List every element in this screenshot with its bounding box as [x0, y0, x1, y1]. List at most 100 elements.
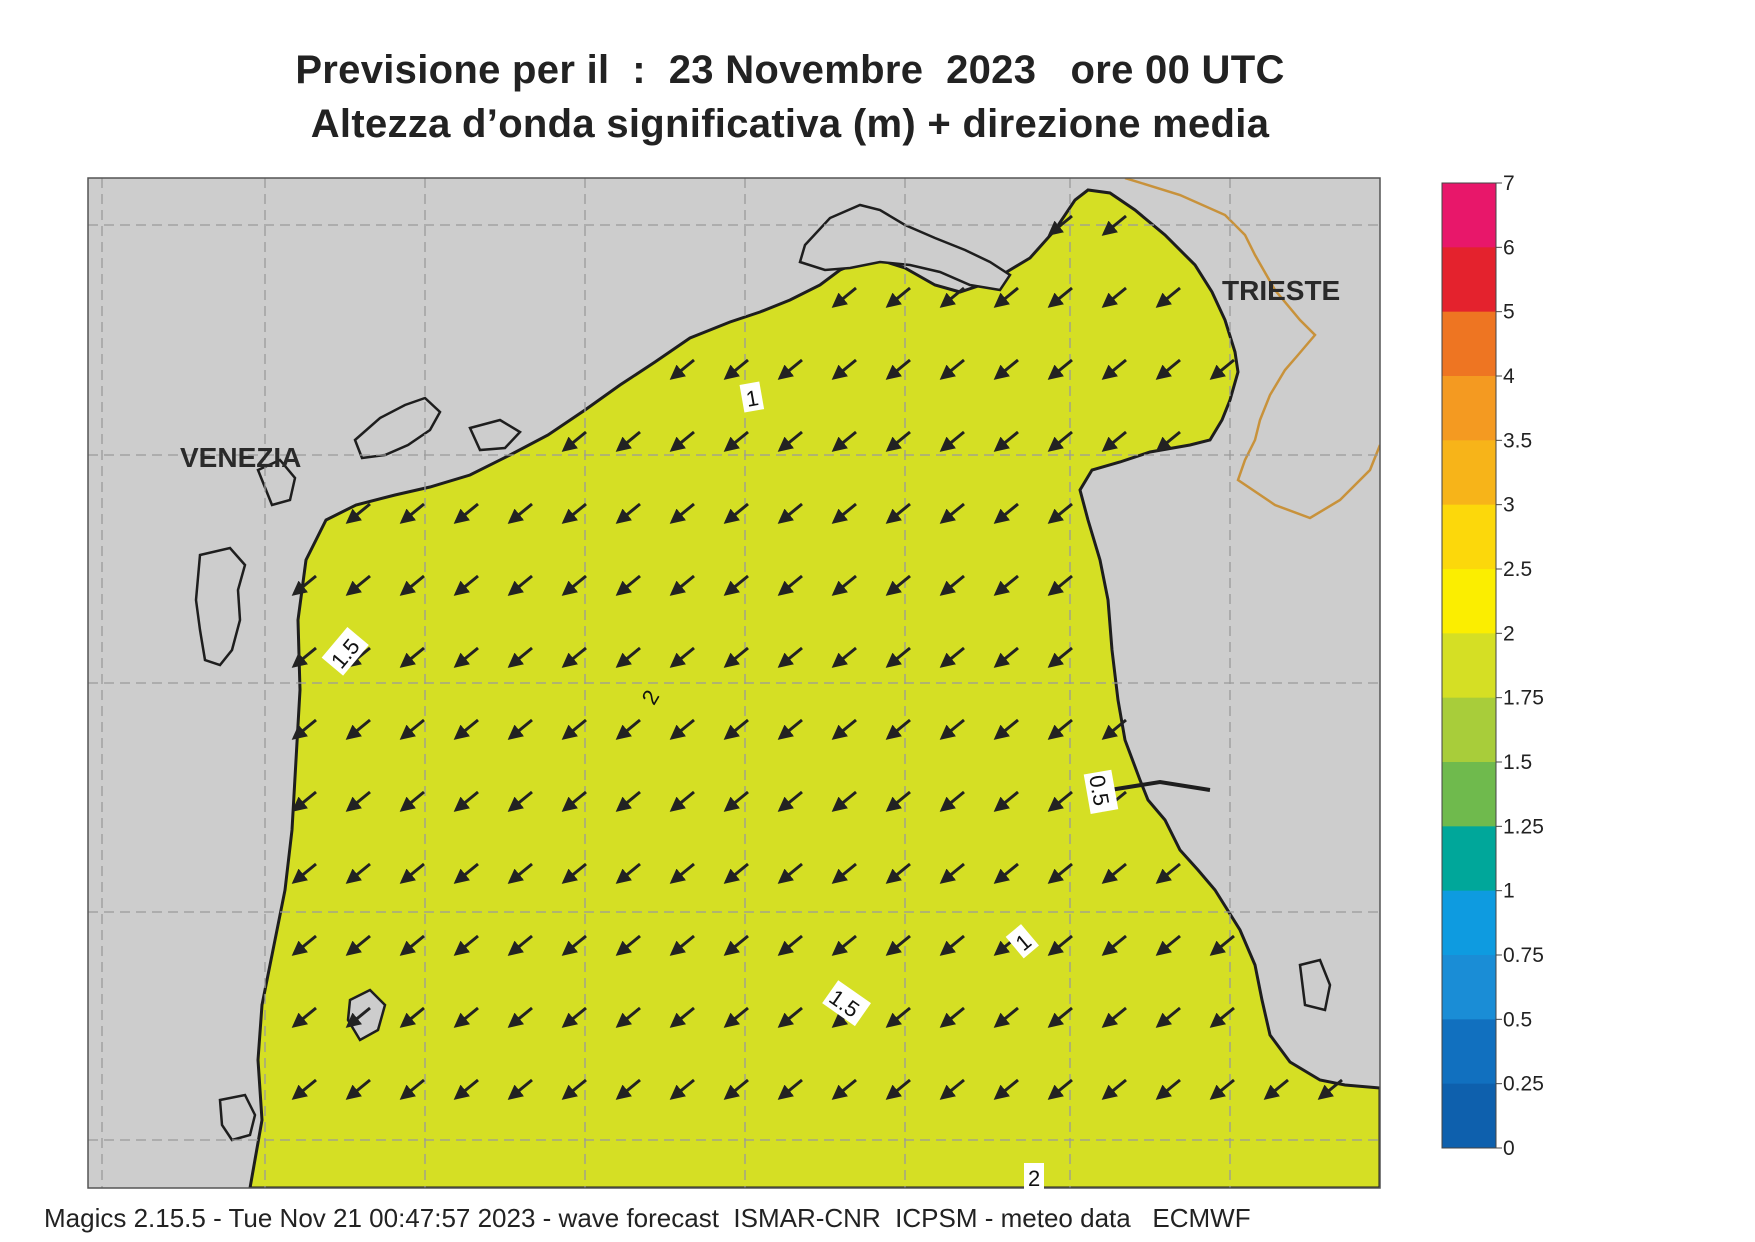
direction-arrow	[1155, 1078, 1181, 1100]
direction-arrow	[561, 1006, 587, 1028]
direction-arrow	[885, 430, 911, 452]
direction-arrow	[939, 1006, 965, 1028]
direction-arrow	[885, 862, 911, 884]
colorbar-tick-label: 2.5	[1503, 558, 1532, 581]
map-frame	[87, 177, 1381, 1189]
colorbar-swatch	[1442, 569, 1496, 634]
direction-arrow	[561, 718, 587, 740]
direction-arrow	[1047, 1078, 1073, 1100]
direction-arrow	[831, 502, 857, 524]
direction-arrow	[453, 1006, 479, 1028]
direction-arrow	[399, 934, 425, 956]
direction-arrow	[291, 574, 317, 596]
direction-arrow	[615, 934, 641, 956]
direction-arrow	[723, 358, 749, 380]
direction-arrow	[453, 502, 479, 524]
direction-arrow	[507, 502, 533, 524]
direction-arrow	[669, 574, 695, 596]
colorbar-swatch	[1442, 890, 1496, 956]
direction-arrow	[1101, 934, 1127, 956]
direction-arrow	[345, 790, 371, 812]
direction-arrow	[831, 286, 857, 308]
direction-arrow	[1101, 862, 1127, 884]
direction-arrow	[1047, 502, 1073, 524]
direction-arrow	[561, 502, 587, 524]
direction-arrows	[291, 214, 1343, 1100]
direction-arrow	[615, 574, 641, 596]
direction-arrow	[615, 430, 641, 452]
direction-arrow	[507, 1078, 533, 1100]
direction-arrow	[1047, 286, 1073, 308]
direction-arrow	[1209, 934, 1235, 956]
direction-arrow	[453, 718, 479, 740]
colorbar-tick-label: 0	[1503, 1137, 1515, 1160]
colorbar-swatch	[1442, 762, 1496, 827]
direction-arrow	[1047, 214, 1073, 236]
direction-arrow	[777, 502, 803, 524]
direction-arrow	[507, 790, 533, 812]
direction-arrow	[291, 646, 317, 668]
colorbar-swatch	[1442, 440, 1496, 506]
direction-arrow	[723, 502, 749, 524]
direction-arrow	[777, 1078, 803, 1100]
direction-arrow	[993, 286, 1019, 308]
direction-arrow	[291, 934, 317, 956]
direction-arrow	[669, 718, 695, 740]
direction-arrow	[831, 574, 857, 596]
direction-arrow	[1101, 214, 1127, 236]
direction-arrow	[669, 358, 695, 380]
direction-arrow	[1047, 358, 1073, 380]
direction-arrow	[507, 646, 533, 668]
contour-label: 2	[1028, 1166, 1040, 1191]
direction-arrow	[993, 646, 1019, 668]
direction-arrow	[1209, 358, 1235, 380]
direction-arrow	[1101, 430, 1127, 452]
direction-arrow	[507, 574, 533, 596]
direction-arrow	[1155, 430, 1181, 452]
direction-arrow	[615, 646, 641, 668]
direction-arrow	[1263, 1078, 1289, 1100]
direction-arrow	[993, 718, 1019, 740]
direction-arrow	[345, 1078, 371, 1100]
direction-arrow	[777, 862, 803, 884]
direction-arrow	[1047, 646, 1073, 668]
country-border	[1124, 178, 1380, 520]
direction-arrow	[507, 718, 533, 740]
direction-arrow	[939, 934, 965, 956]
direction-arrow	[993, 1078, 1019, 1100]
colorbar-swatch	[1442, 1019, 1496, 1085]
direction-arrow	[399, 718, 425, 740]
direction-arrow	[723, 646, 749, 668]
direction-arrow	[831, 646, 857, 668]
direction-arrow	[777, 358, 803, 380]
direction-arrow	[885, 934, 911, 956]
direction-arrow	[669, 1006, 695, 1028]
direction-arrow	[507, 1006, 533, 1028]
direction-arrow	[777, 1006, 803, 1028]
direction-arrow	[723, 430, 749, 452]
direction-arrow	[561, 862, 587, 884]
colorbar-tick-label: 0.75	[1503, 944, 1544, 967]
direction-arrow	[453, 934, 479, 956]
colorbar-swatch	[1442, 1083, 1496, 1149]
colorbar-swatch	[1442, 826, 1496, 892]
direction-arrow	[291, 1006, 317, 1028]
direction-arrow	[561, 574, 587, 596]
direction-arrow	[939, 1078, 965, 1100]
direction-arrow	[399, 646, 425, 668]
direction-arrow	[831, 430, 857, 452]
direction-arrow	[1101, 1078, 1127, 1100]
direction-arrow	[1155, 286, 1181, 308]
direction-arrow	[561, 646, 587, 668]
direction-arrow	[345, 934, 371, 956]
direction-arrow	[1155, 1006, 1181, 1028]
direction-arrow	[345, 718, 371, 740]
direction-arrow	[669, 934, 695, 956]
direction-arrow	[723, 862, 749, 884]
direction-arrow	[1101, 1006, 1127, 1028]
direction-arrow	[1047, 790, 1073, 812]
direction-arrow	[453, 1078, 479, 1100]
colorbar-swatch	[1442, 955, 1496, 1020]
direction-arrow	[885, 646, 911, 668]
direction-arrow	[723, 1006, 749, 1028]
